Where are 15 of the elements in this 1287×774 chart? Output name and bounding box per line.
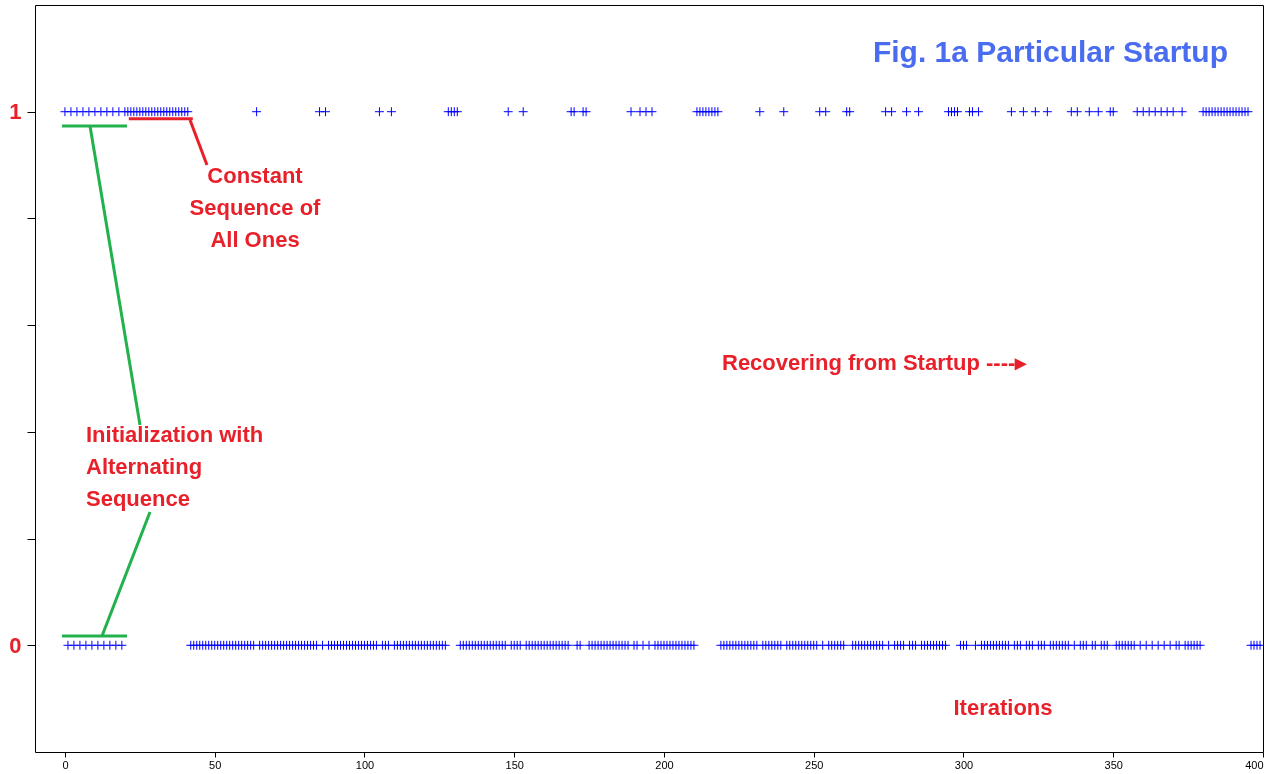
x-tick-label: 350 bbox=[1104, 758, 1123, 771]
x-tick-label: 250 bbox=[805, 758, 824, 771]
x-tick-label: 0 bbox=[62, 758, 69, 771]
annotation: Constant Sequence of All Ones bbox=[189, 163, 322, 252]
x-tick-label: 200 bbox=[655, 758, 674, 771]
x-tick-label: 300 bbox=[954, 758, 974, 771]
x-axis-title: Iterations bbox=[953, 695, 1053, 720]
x-tick-label: 100 bbox=[355, 758, 375, 771]
x-tick-label: 400 bbox=[1245, 758, 1264, 771]
annotation: Initialization with Alternating Sequence bbox=[86, 422, 264, 511]
x-tick-label: 150 bbox=[505, 758, 524, 771]
x-tick-label: 50 bbox=[209, 758, 222, 771]
annotation: Recovering from Startup ----▸ bbox=[722, 350, 1028, 375]
y-tick-label: 1 bbox=[9, 99, 22, 125]
text: Fig. 1a Particular Startup bbox=[872, 35, 1228, 68]
